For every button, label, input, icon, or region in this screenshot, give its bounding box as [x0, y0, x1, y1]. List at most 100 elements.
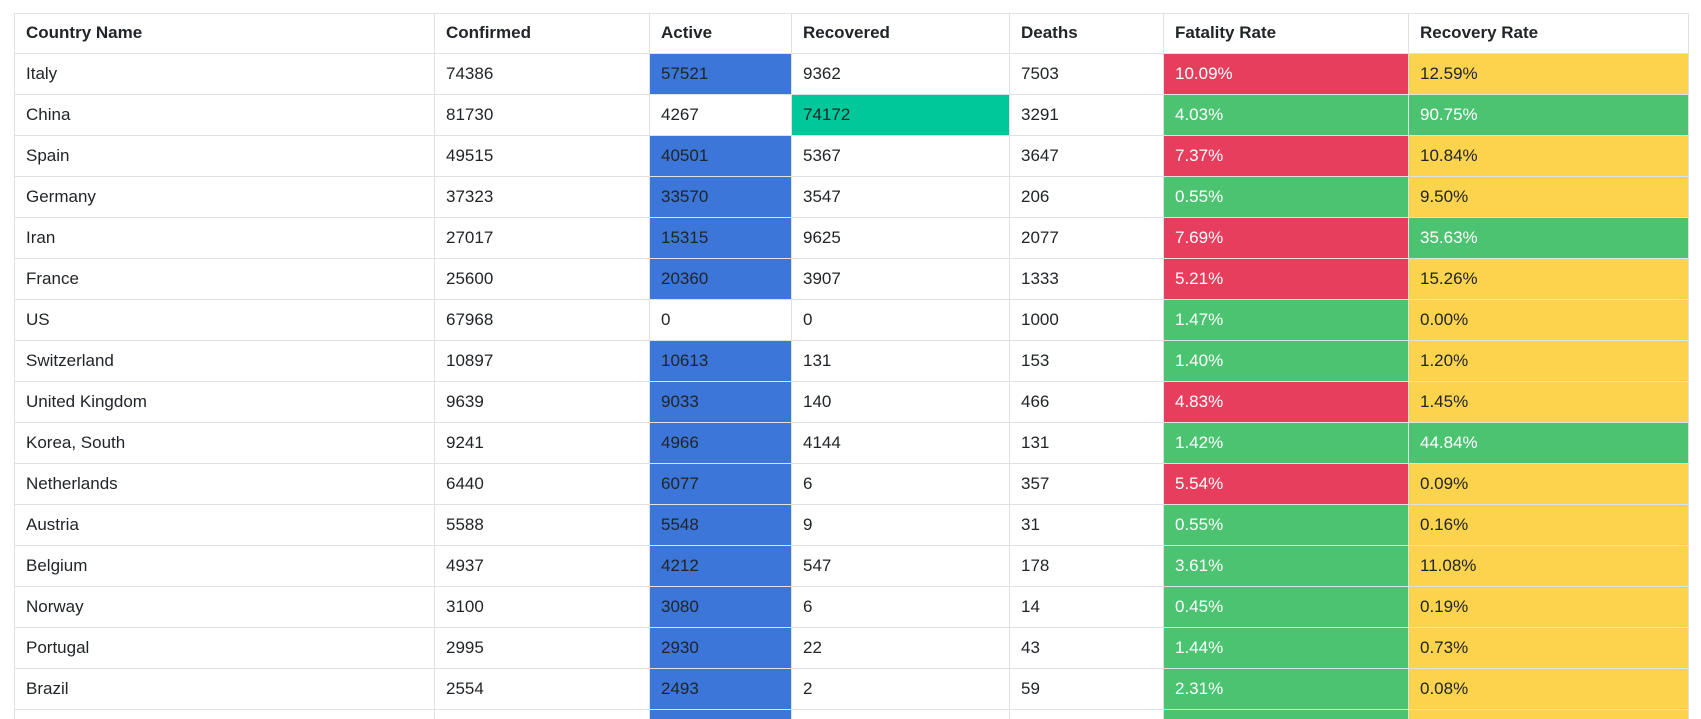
cell-recovery: 35.63% — [1408, 217, 1689, 259]
cell-deaths: 131 — [1009, 422, 1164, 464]
cell-recovered: 9625 — [791, 217, 1010, 259]
table-row: Norway 3100 3080 6 14 0.45% 0.19% — [14, 586, 1689, 628]
cell-country: Switzerland — [14, 340, 435, 382]
cell-fatality: 0.55% — [1163, 176, 1409, 218]
cell-fatality: 3.61% — [1163, 545, 1409, 587]
cell-recovered: 6 — [791, 586, 1010, 628]
cell-country: United Kingdom — [14, 381, 435, 423]
table-row: Portugal 2995 2930 22 43 1.44% 0.73% — [14, 627, 1689, 669]
cell-recovery: 0.09% — [1408, 463, 1689, 505]
cell-recovery: 0.19% — [1408, 586, 1689, 628]
cell-recovered: 2 — [791, 668, 1010, 710]
cell-active: 6077 — [649, 463, 792, 505]
table-row: Germany 37323 33570 3547 206 0.55% 9.50% — [14, 176, 1689, 218]
cell-deaths: 178 — [1009, 545, 1164, 587]
cell-confirmed: 25600 — [434, 258, 650, 300]
cell-recovered: 140 — [791, 381, 1010, 423]
cell-deaths: 206 — [1009, 176, 1164, 218]
table-row: Spain 49515 40501 5367 3647 7.37% 10.84% — [14, 135, 1689, 177]
cell-fatality: 1.44% — [1163, 627, 1409, 669]
cell-confirmed: 27017 — [434, 217, 650, 259]
cell-deaths — [1009, 709, 1164, 719]
cell-country: France — [14, 258, 435, 300]
cell-recovery: 0.16% — [1408, 504, 1689, 546]
cell-fatality: 4.83% — [1163, 381, 1409, 423]
cell-recovered: 3907 — [791, 258, 1010, 300]
table-row: France 25600 20360 3907 1333 5.21% 15.26% — [14, 258, 1689, 300]
cell-confirmed: 4937 — [434, 545, 650, 587]
cell-recovery: 1.20% — [1408, 340, 1689, 382]
cell-confirmed: 9241 — [434, 422, 650, 464]
cell-confirmed: 3100 — [434, 586, 650, 628]
column-header-active: Active — [649, 13, 792, 54]
cell-active: 9033 — [649, 381, 792, 423]
cell-recovery: 10.84% — [1408, 135, 1689, 177]
table-row: Switzerland 10897 10613 131 153 1.40% 1.20% — [14, 340, 1689, 382]
cell-active: 5548 — [649, 504, 792, 546]
cell-recovered: 0 — [791, 299, 1010, 341]
cell-deaths: 31 — [1009, 504, 1164, 546]
cell-recovered: 547 — [791, 545, 1010, 587]
cell-fatality: 1.47% — [1163, 299, 1409, 341]
table-row: Austria 5588 5548 9 31 0.55% 0.16% — [14, 504, 1689, 546]
cell-deaths: 1000 — [1009, 299, 1164, 341]
cell-recovery: 12.59% — [1408, 53, 1689, 95]
cell-active: 4966 — [649, 422, 792, 464]
cell-fatality: 4.03% — [1163, 94, 1409, 136]
cell-recovery: 90.75% — [1408, 94, 1689, 136]
cell-fatality: 7.69% — [1163, 217, 1409, 259]
cell-active: 10613 — [649, 340, 792, 382]
cell-deaths: 7503 — [1009, 53, 1164, 95]
cell-deaths: 59 — [1009, 668, 1164, 710]
table-row: Belgium 4937 4212 547 178 3.61% 11.08% — [14, 545, 1689, 587]
table-body: Italy 74386 57521 9362 7503 10.09% 12.59% China… — [14, 53, 1689, 719]
cell-country: Netherlands — [14, 463, 435, 505]
cell-fatality: 1.42% — [1163, 422, 1409, 464]
cell-country: Portugal — [14, 627, 435, 669]
cell-fatality: 10.09% — [1163, 53, 1409, 95]
cell-country: China — [14, 94, 435, 136]
table-row: US 67968 0 0 1000 1.47% 0.00% — [14, 299, 1689, 341]
cell-confirmed: 74386 — [434, 53, 650, 95]
partial-table-row — [14, 709, 1689, 719]
cell-active — [649, 709, 792, 719]
column-header-confirmed: Confirmed — [434, 13, 650, 54]
cell-country: Belgium — [14, 545, 435, 587]
table-row: China 81730 4267 74172 3291 4.03% 90.75% — [14, 94, 1689, 136]
cell-recovery: 9.50% — [1408, 176, 1689, 218]
cell-deaths: 3291 — [1009, 94, 1164, 136]
cell-country: Germany — [14, 176, 435, 218]
cell-recovered: 22 — [791, 627, 1010, 669]
cell-confirmed: 81730 — [434, 94, 650, 136]
cell-recovered: 5367 — [791, 135, 1010, 177]
cell-country: Brazil — [14, 668, 435, 710]
cell-confirmed — [434, 709, 650, 719]
cell-confirmed: 10897 — [434, 340, 650, 382]
cell-active: 0 — [649, 299, 792, 341]
column-header-recovery: Recovery Rate — [1408, 13, 1689, 54]
cell-recovery: 11.08% — [1408, 545, 1689, 587]
column-header-recovered: Recovered — [791, 13, 1010, 54]
cell-recovered — [791, 709, 1010, 719]
cell-recovery: 0.08% — [1408, 668, 1689, 710]
cell-deaths: 1333 — [1009, 258, 1164, 300]
cell-active: 4212 — [649, 545, 792, 587]
cell-fatality: 0.55% — [1163, 504, 1409, 546]
cell-fatality: 5.54% — [1163, 463, 1409, 505]
cell-recovered: 9 — [791, 504, 1010, 546]
cell-recovery: 44.84% — [1408, 422, 1689, 464]
cell-confirmed: 49515 — [434, 135, 650, 177]
cell-deaths: 43 — [1009, 627, 1164, 669]
cell-fatality: 7.37% — [1163, 135, 1409, 177]
cell-recovered: 3547 — [791, 176, 1010, 218]
cell-fatality: 2.31% — [1163, 668, 1409, 710]
cell-fatality: 1.40% — [1163, 340, 1409, 382]
cell-recovered: 6 — [791, 463, 1010, 505]
cell-recovered: 4144 — [791, 422, 1010, 464]
cell-recovery — [1408, 709, 1689, 719]
table-row: Iran 27017 15315 9625 2077 7.69% 35.63% — [14, 217, 1689, 259]
table-row: United Kingdom 9639 9033 140 466 4.83% 1.45% — [14, 381, 1689, 423]
cell-recovered: 74172 — [791, 94, 1010, 136]
cell-recovered: 9362 — [791, 53, 1010, 95]
cell-active: 2930 — [649, 627, 792, 669]
